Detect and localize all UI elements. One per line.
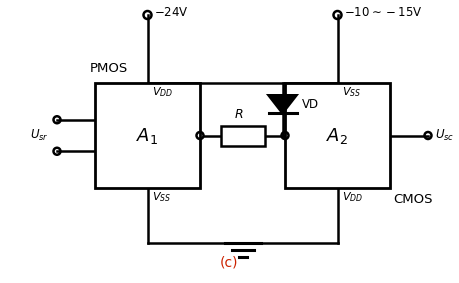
Polygon shape [269,95,297,113]
Text: $U_{sr}$: $U_{sr}$ [30,128,49,143]
Text: $-10{\sim}-15\mathrm{V}$: $-10{\sim}-15\mathrm{V}$ [343,7,422,20]
Bar [285,83,390,188]
Text: $V_{DD}$: $V_{DD}$ [341,190,363,204]
Bar [95,83,200,188]
Text: $U_{sc}$: $U_{sc}$ [435,128,454,143]
Text: PMOS: PMOS [90,62,128,75]
Text: $A_1$: $A_1$ [136,125,158,145]
Text: $V_{SS}$: $V_{SS}$ [151,190,171,204]
Text: $A_2$: $A_2$ [326,125,348,145]
Text: $R$: $R$ [234,108,243,121]
Text: (c): (c) [220,255,238,269]
Bar [220,125,264,145]
Text: $-24\mathrm{V}$: $-24\mathrm{V}$ [153,7,188,20]
Text: $V_{DD}$: $V_{DD}$ [151,85,173,99]
Text: VD: VD [302,98,319,111]
Text: $V_{SS}$: $V_{SS}$ [341,85,361,99]
Text: CMOS: CMOS [393,193,432,206]
